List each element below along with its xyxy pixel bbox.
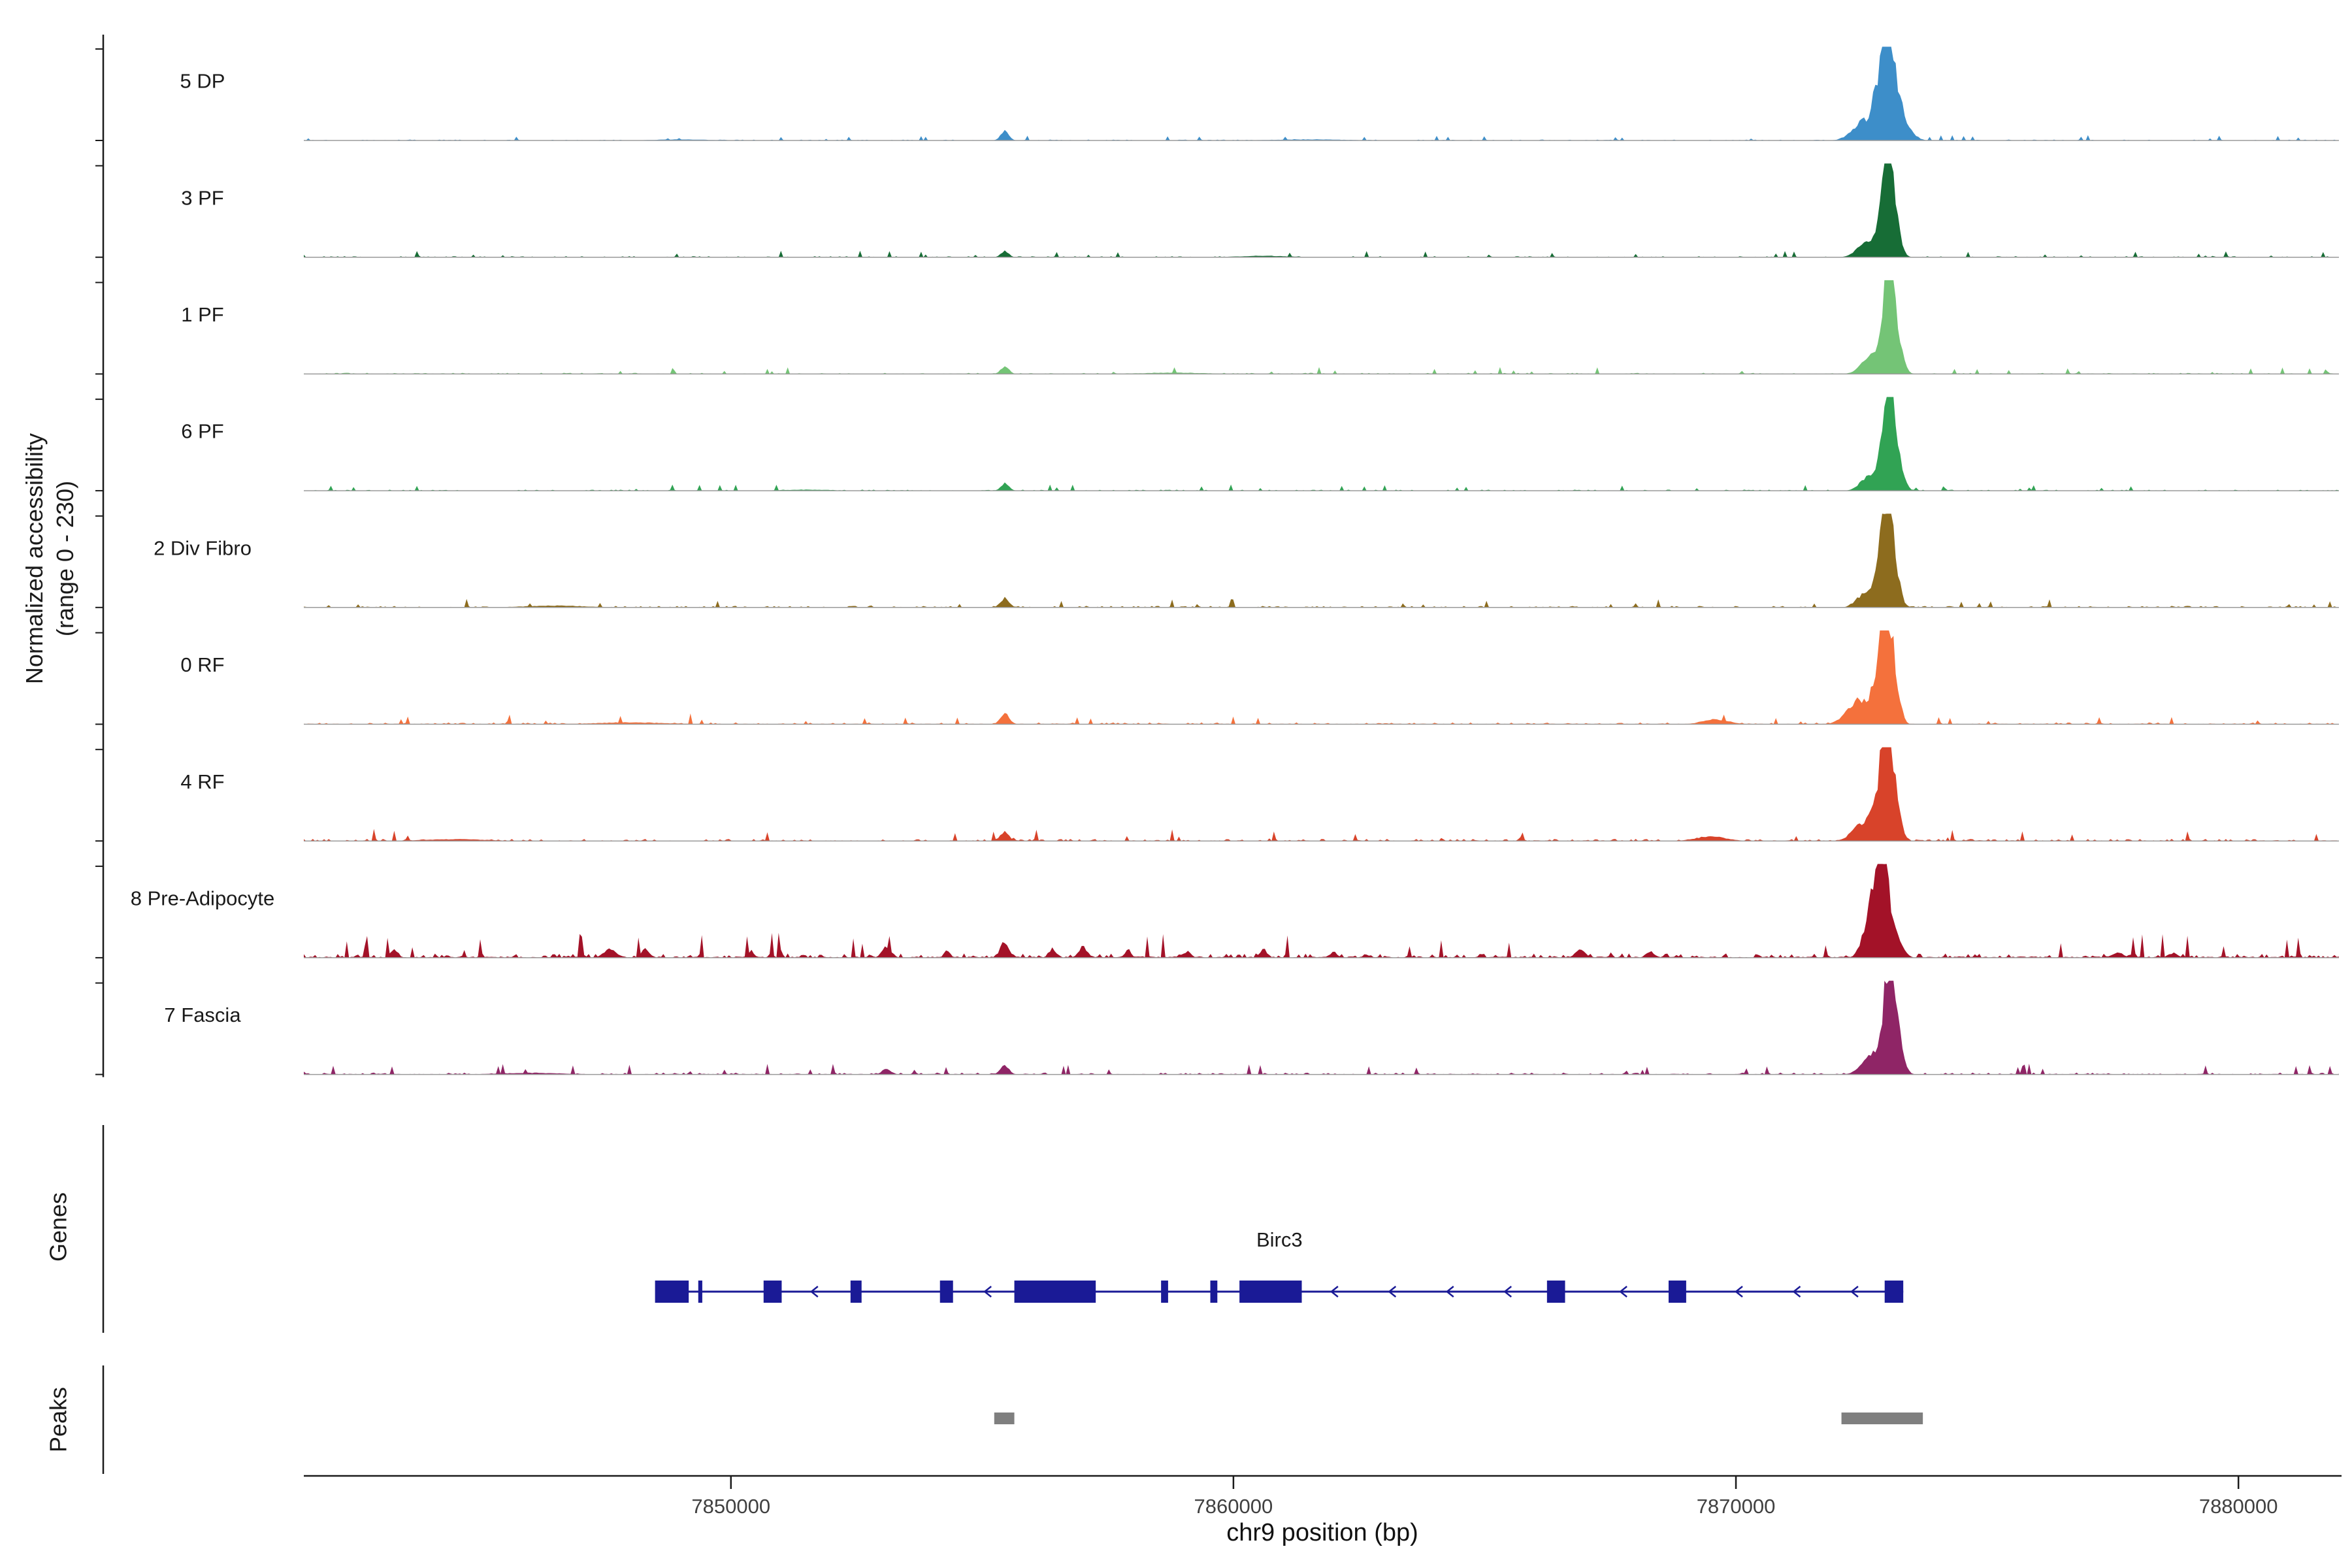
coverage-track-area <box>304 514 2339 608</box>
strand-arrow-icon <box>1619 1286 1627 1298</box>
peaks-section-label: Peaks <box>44 1386 72 1453</box>
track-label: 5 DP <box>180 70 225 93</box>
track-label: 3 PF <box>181 186 223 209</box>
strand-arrow-icon <box>1445 1286 1454 1298</box>
gene-exon <box>655 1281 689 1303</box>
coverage-track-area <box>304 747 2339 841</box>
strand-arrow-icon <box>1388 1286 1397 1298</box>
gene-exon <box>1668 1281 1686 1303</box>
track-label: 1 PF <box>181 303 223 326</box>
coverage-track-area <box>304 864 2339 958</box>
strand-arrow-icon <box>1735 1286 1743 1298</box>
peak-bar <box>994 1413 1015 1424</box>
track-label: 7 Fascia <box>164 1004 241 1026</box>
x-axis-title: chr9 position (bp) <box>1226 1519 1418 1546</box>
strand-arrow-icon <box>1503 1286 1512 1298</box>
x-axis-tick-label: 7860000 <box>1194 1495 1273 1518</box>
strand-arrow-icon <box>809 1286 819 1298</box>
gene-exon <box>763 1281 782 1303</box>
coverage-track-area <box>304 46 2339 140</box>
peak-bar <box>1841 1413 1923 1424</box>
gene-exon <box>850 1281 862 1303</box>
gene-exon <box>939 1281 953 1303</box>
track-label: 6 PF <box>181 420 223 443</box>
coverage-track-area <box>304 163 2339 257</box>
genes-section-label: Genes <box>44 1192 72 1262</box>
gene-exon <box>1546 1281 1565 1303</box>
y-axis-title: Normalized accessibility (range 0 - 230) <box>20 433 81 684</box>
coverage-track-area <box>304 630 2339 725</box>
track-label: 4 RF <box>180 770 224 793</box>
track-label: 0 RF <box>180 653 224 676</box>
strand-arrow-icon <box>1850 1286 1859 1298</box>
x-axis-tick-label: 7880000 <box>2199 1495 2278 1518</box>
gene-exon <box>1161 1281 1168 1303</box>
strand-arrow-icon <box>1792 1286 1801 1298</box>
coverage-track-area <box>304 397 2339 491</box>
coverage-track-area <box>304 981 2339 1075</box>
coverage-track-area <box>304 280 2339 374</box>
x-axis-tick-label: 7870000 <box>1697 1495 1776 1518</box>
x-axis-tick-label: 7850000 <box>691 1495 770 1518</box>
gene-exon <box>1884 1281 1904 1303</box>
gene-exon <box>698 1281 702 1303</box>
strand-arrow-icon <box>1330 1286 1339 1298</box>
track-label: 8 Pre-Adipocyte <box>131 887 275 909</box>
strand-arrow-icon <box>983 1286 992 1298</box>
gene-exon <box>1014 1281 1096 1303</box>
gene-exon <box>1210 1281 1218 1303</box>
track-label: 2 Div Fibro <box>154 536 252 559</box>
gene-exon <box>1239 1281 1302 1303</box>
y-axis-title-line1: Normalized accessibility <box>21 433 48 685</box>
gene-name-label: Birc3 <box>1256 1228 1303 1251</box>
y-axis-title-line2: (range 0 - 230) <box>52 480 78 637</box>
